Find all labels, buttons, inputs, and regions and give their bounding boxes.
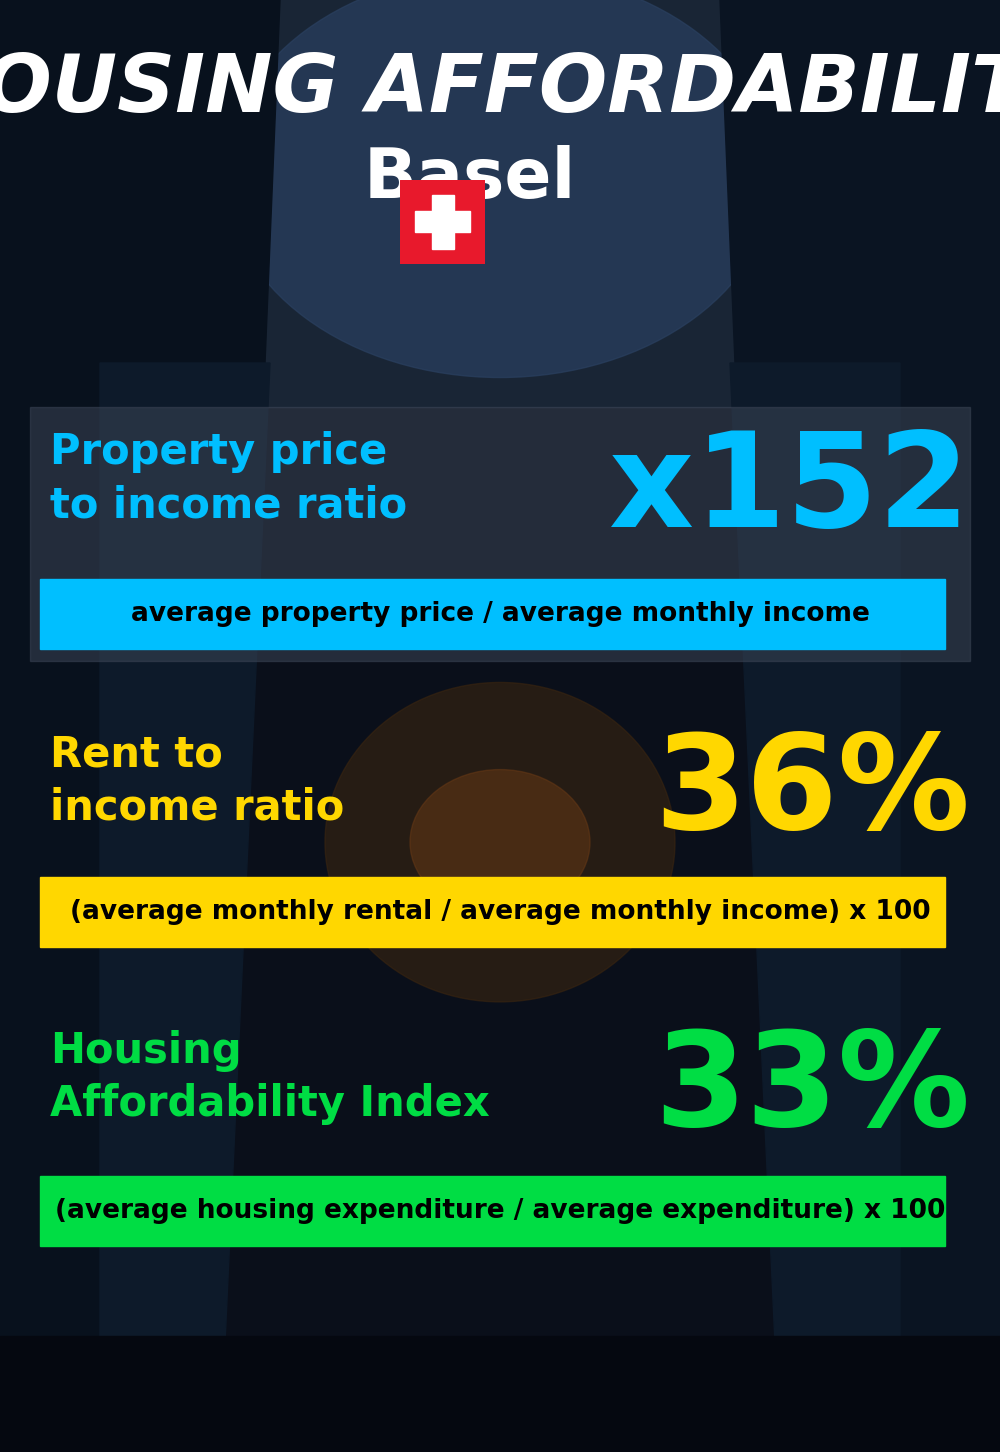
Bar (40, 1176, 945, 1246)
Ellipse shape (410, 770, 590, 915)
Bar (432, 195, 454, 250)
Polygon shape (0, 0, 280, 1452)
Ellipse shape (325, 682, 675, 1002)
Bar (40, 877, 945, 947)
Text: Basel: Basel (364, 145, 576, 212)
Bar (415, 211, 470, 232)
Text: (average housing expenditure / average expenditure) x 100: (average housing expenditure / average e… (55, 1198, 945, 1224)
Text: HOUSING AFFORDABILITY: HOUSING AFFORDABILITY (0, 51, 1000, 129)
Bar (0, 0, 1000, 407)
Text: average property price / average monthly income: average property price / average monthly… (131, 601, 869, 627)
Polygon shape (100, 363, 270, 1452)
Ellipse shape (225, 0, 775, 378)
Polygon shape (730, 363, 900, 1452)
Bar (40, 579, 945, 649)
Bar (0, 1336, 1000, 1452)
Text: Rent to
income ratio: Rent to income ratio (50, 733, 344, 829)
Bar (30, 407, 970, 661)
Text: Housing
Affordability Index: Housing Affordability Index (50, 1029, 490, 1125)
Text: Property price
to income ratio: Property price to income ratio (50, 431, 407, 527)
Text: (average monthly rental / average monthly income) x 100: (average monthly rental / average monthl… (70, 899, 930, 925)
Polygon shape (720, 0, 1000, 1452)
Text: x152: x152 (609, 427, 970, 555)
Text: 33%: 33% (654, 1025, 970, 1153)
Text: 36%: 36% (654, 729, 970, 857)
